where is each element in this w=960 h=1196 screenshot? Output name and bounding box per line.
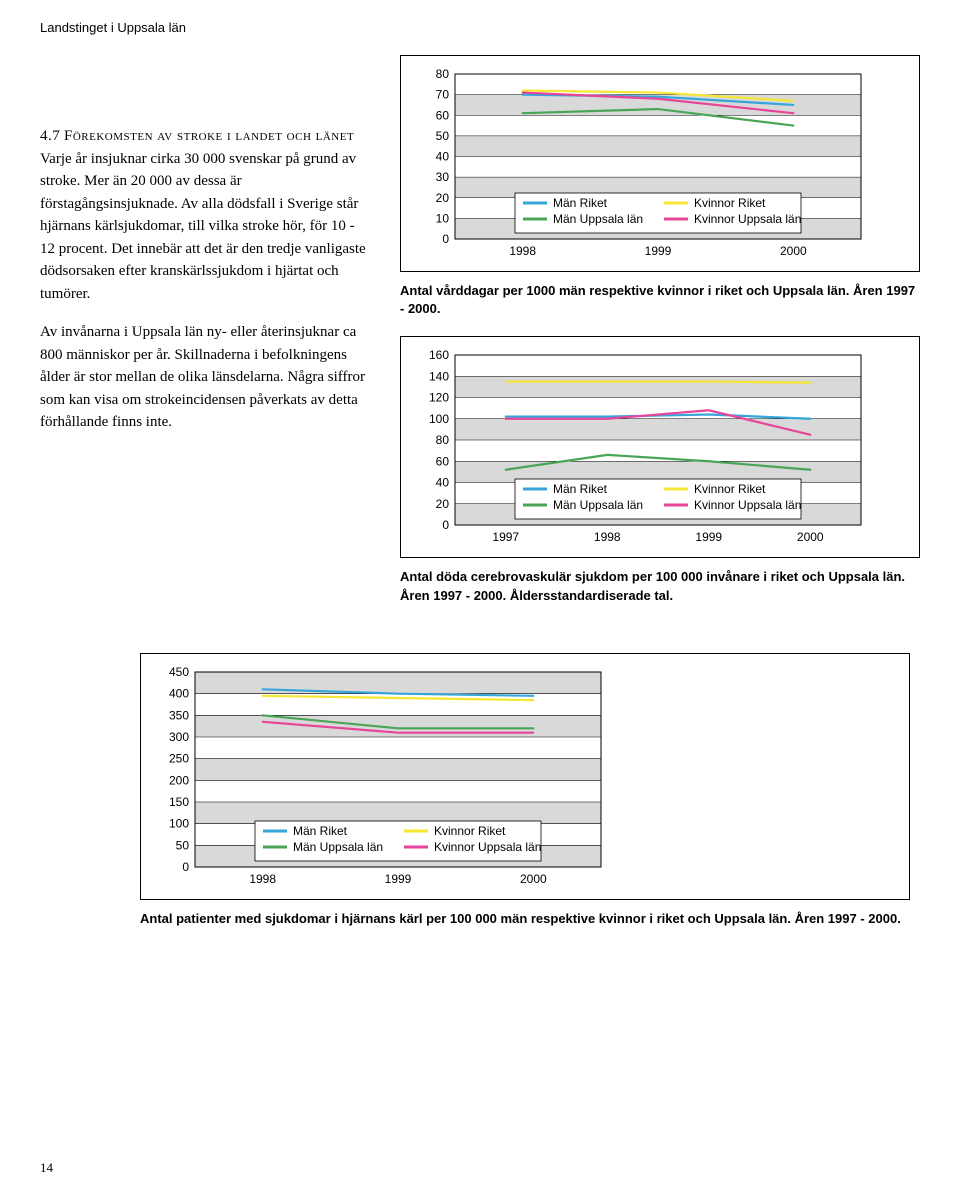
left-column: 4.7 Förekomsten av stroke i landet och l… <box>40 55 370 450</box>
svg-text:10: 10 <box>436 211 450 225</box>
section-title: Förekomsten av stroke i landet och länet <box>64 128 354 144</box>
svg-text:Kvinnor Uppsala län: Kvinnor Uppsala län <box>694 498 801 512</box>
svg-text:40: 40 <box>436 476 450 490</box>
svg-text:Män Riket: Män Riket <box>293 824 348 838</box>
svg-text:Kvinnor Uppsala län: Kvinnor Uppsala län <box>434 840 541 854</box>
svg-text:80: 80 <box>436 433 450 447</box>
svg-text:1998: 1998 <box>594 530 621 544</box>
svg-text:Kvinnor Riket: Kvinnor Riket <box>694 196 766 210</box>
svg-text:350: 350 <box>169 708 189 722</box>
svg-text:2000: 2000 <box>520 872 547 886</box>
chart-3-svg: 0 50 100 150 200 250 300 350 400 450 1998 1999 2000 M… <box>155 666 605 891</box>
svg-text:Kvinnor Riket: Kvinnor Riket <box>694 482 766 496</box>
svg-text:20: 20 <box>436 497 450 511</box>
svg-text:0: 0 <box>442 232 449 246</box>
svg-text:60: 60 <box>436 108 450 122</box>
svg-text:60: 60 <box>436 455 450 469</box>
svg-text:80: 80 <box>436 68 450 81</box>
chart-1-svg: 0 10 20 30 40 50 60 70 80 1998 1999 2000 Män Riket Kv… <box>415 68 865 263</box>
svg-text:0: 0 <box>182 860 189 874</box>
svg-text:300: 300 <box>169 730 189 744</box>
svg-text:40: 40 <box>436 150 450 164</box>
svg-text:140: 140 <box>429 370 449 384</box>
chart-1-caption: Antal vårddagar per 1000 män respektive … <box>400 282 920 318</box>
svg-text:1999: 1999 <box>645 244 672 258</box>
svg-text:400: 400 <box>169 686 189 700</box>
svg-text:70: 70 <box>436 88 450 102</box>
page-header: Landstinget i Uppsala län <box>40 20 920 35</box>
svg-text:Män Uppsala län: Män Uppsala län <box>553 498 643 512</box>
chart-2-caption: Antal döda cerebrovaskulär sjukdom per 1… <box>400 568 920 604</box>
svg-text:120: 120 <box>429 391 449 405</box>
svg-text:Män Riket: Män Riket <box>553 196 608 210</box>
section-heading-paragraph: 4.7 Förekomsten av stroke i landet och l… <box>40 125 370 305</box>
chart-3-caption: Antal patienter med sjukdomar i hjärnans… <box>140 910 910 928</box>
svg-text:2000: 2000 <box>797 530 824 544</box>
svg-text:250: 250 <box>169 751 189 765</box>
svg-text:Män Riket: Män Riket <box>553 482 608 496</box>
chart-3-section: 0 50 100 150 200 250 300 350 400 450 1998 1999 2000 M… <box>40 653 920 928</box>
svg-text:450: 450 <box>169 666 189 679</box>
svg-text:1998: 1998 <box>509 244 536 258</box>
svg-text:2000: 2000 <box>780 244 807 258</box>
paragraph-2: Av invånarna i Uppsala län ny- eller åte… <box>40 321 370 434</box>
section-number: 4.7 <box>40 128 60 144</box>
chart-2-svg: 0 20 40 60 80 100 120 140 160 1997 1998 1999 2000 Män… <box>415 349 865 549</box>
chart-2-box: 0 20 40 60 80 100 120 140 160 1997 1998 1999 2000 Män… <box>400 336 920 558</box>
chart-1-box: 0 10 20 30 40 50 60 70 80 1998 1999 2000 Män Riket Kv… <box>400 55 920 272</box>
svg-text:Kvinnor Riket: Kvinnor Riket <box>434 824 506 838</box>
svg-text:1999: 1999 <box>385 872 412 886</box>
page-number: 14 <box>40 1160 53 1176</box>
svg-text:160: 160 <box>429 349 449 362</box>
svg-text:200: 200 <box>169 773 189 787</box>
svg-text:100: 100 <box>169 816 189 830</box>
svg-text:Kvinnor Uppsala län: Kvinnor Uppsala län <box>694 212 801 226</box>
two-column-layout: 4.7 Förekomsten av stroke i landet och l… <box>40 55 920 623</box>
svg-text:1997: 1997 <box>492 530 519 544</box>
svg-text:1998: 1998 <box>249 872 276 886</box>
svg-text:Män Uppsala län: Män Uppsala län <box>293 840 383 854</box>
svg-text:20: 20 <box>436 191 450 205</box>
right-column: 0 10 20 30 40 50 60 70 80 1998 1999 2000 Män Riket Kv… <box>400 55 920 623</box>
svg-text:0: 0 <box>442 518 449 532</box>
svg-text:100: 100 <box>429 412 449 426</box>
svg-text:50: 50 <box>436 129 450 143</box>
svg-text:1999: 1999 <box>695 530 722 544</box>
paragraph-1: Varje år insjuknar cirka 30 000 svenskar… <box>40 151 366 302</box>
svg-text:30: 30 <box>436 170 450 184</box>
svg-text:150: 150 <box>169 795 189 809</box>
chart-3-box: 0 50 100 150 200 250 300 350 400 450 1998 1999 2000 M… <box>140 653 910 900</box>
svg-text:50: 50 <box>176 838 190 852</box>
svg-text:Män Uppsala län: Män Uppsala län <box>553 212 643 226</box>
